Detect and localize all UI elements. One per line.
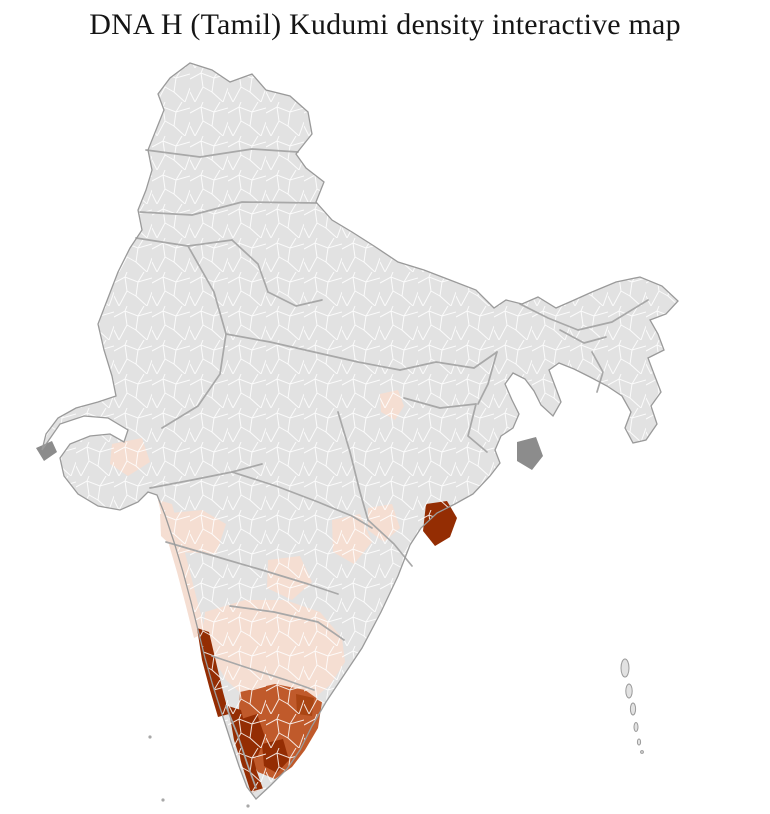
no-data-regions (36, 437, 543, 470)
district-boundaries-overlay (42, 63, 678, 799)
eastern-island-chain[interactable] (620, 658, 644, 754)
state-boundaries (135, 148, 649, 789)
region-northeast-delta-district[interactable] (517, 437, 543, 470)
country-outline (41, 62, 679, 800)
scattered-small-islands[interactable] (148, 735, 250, 808)
map-title: DNA H (Tamil) Kudumi density interactive… (89, 8, 681, 41)
region-western-marsh-edge[interactable] (36, 441, 57, 461)
